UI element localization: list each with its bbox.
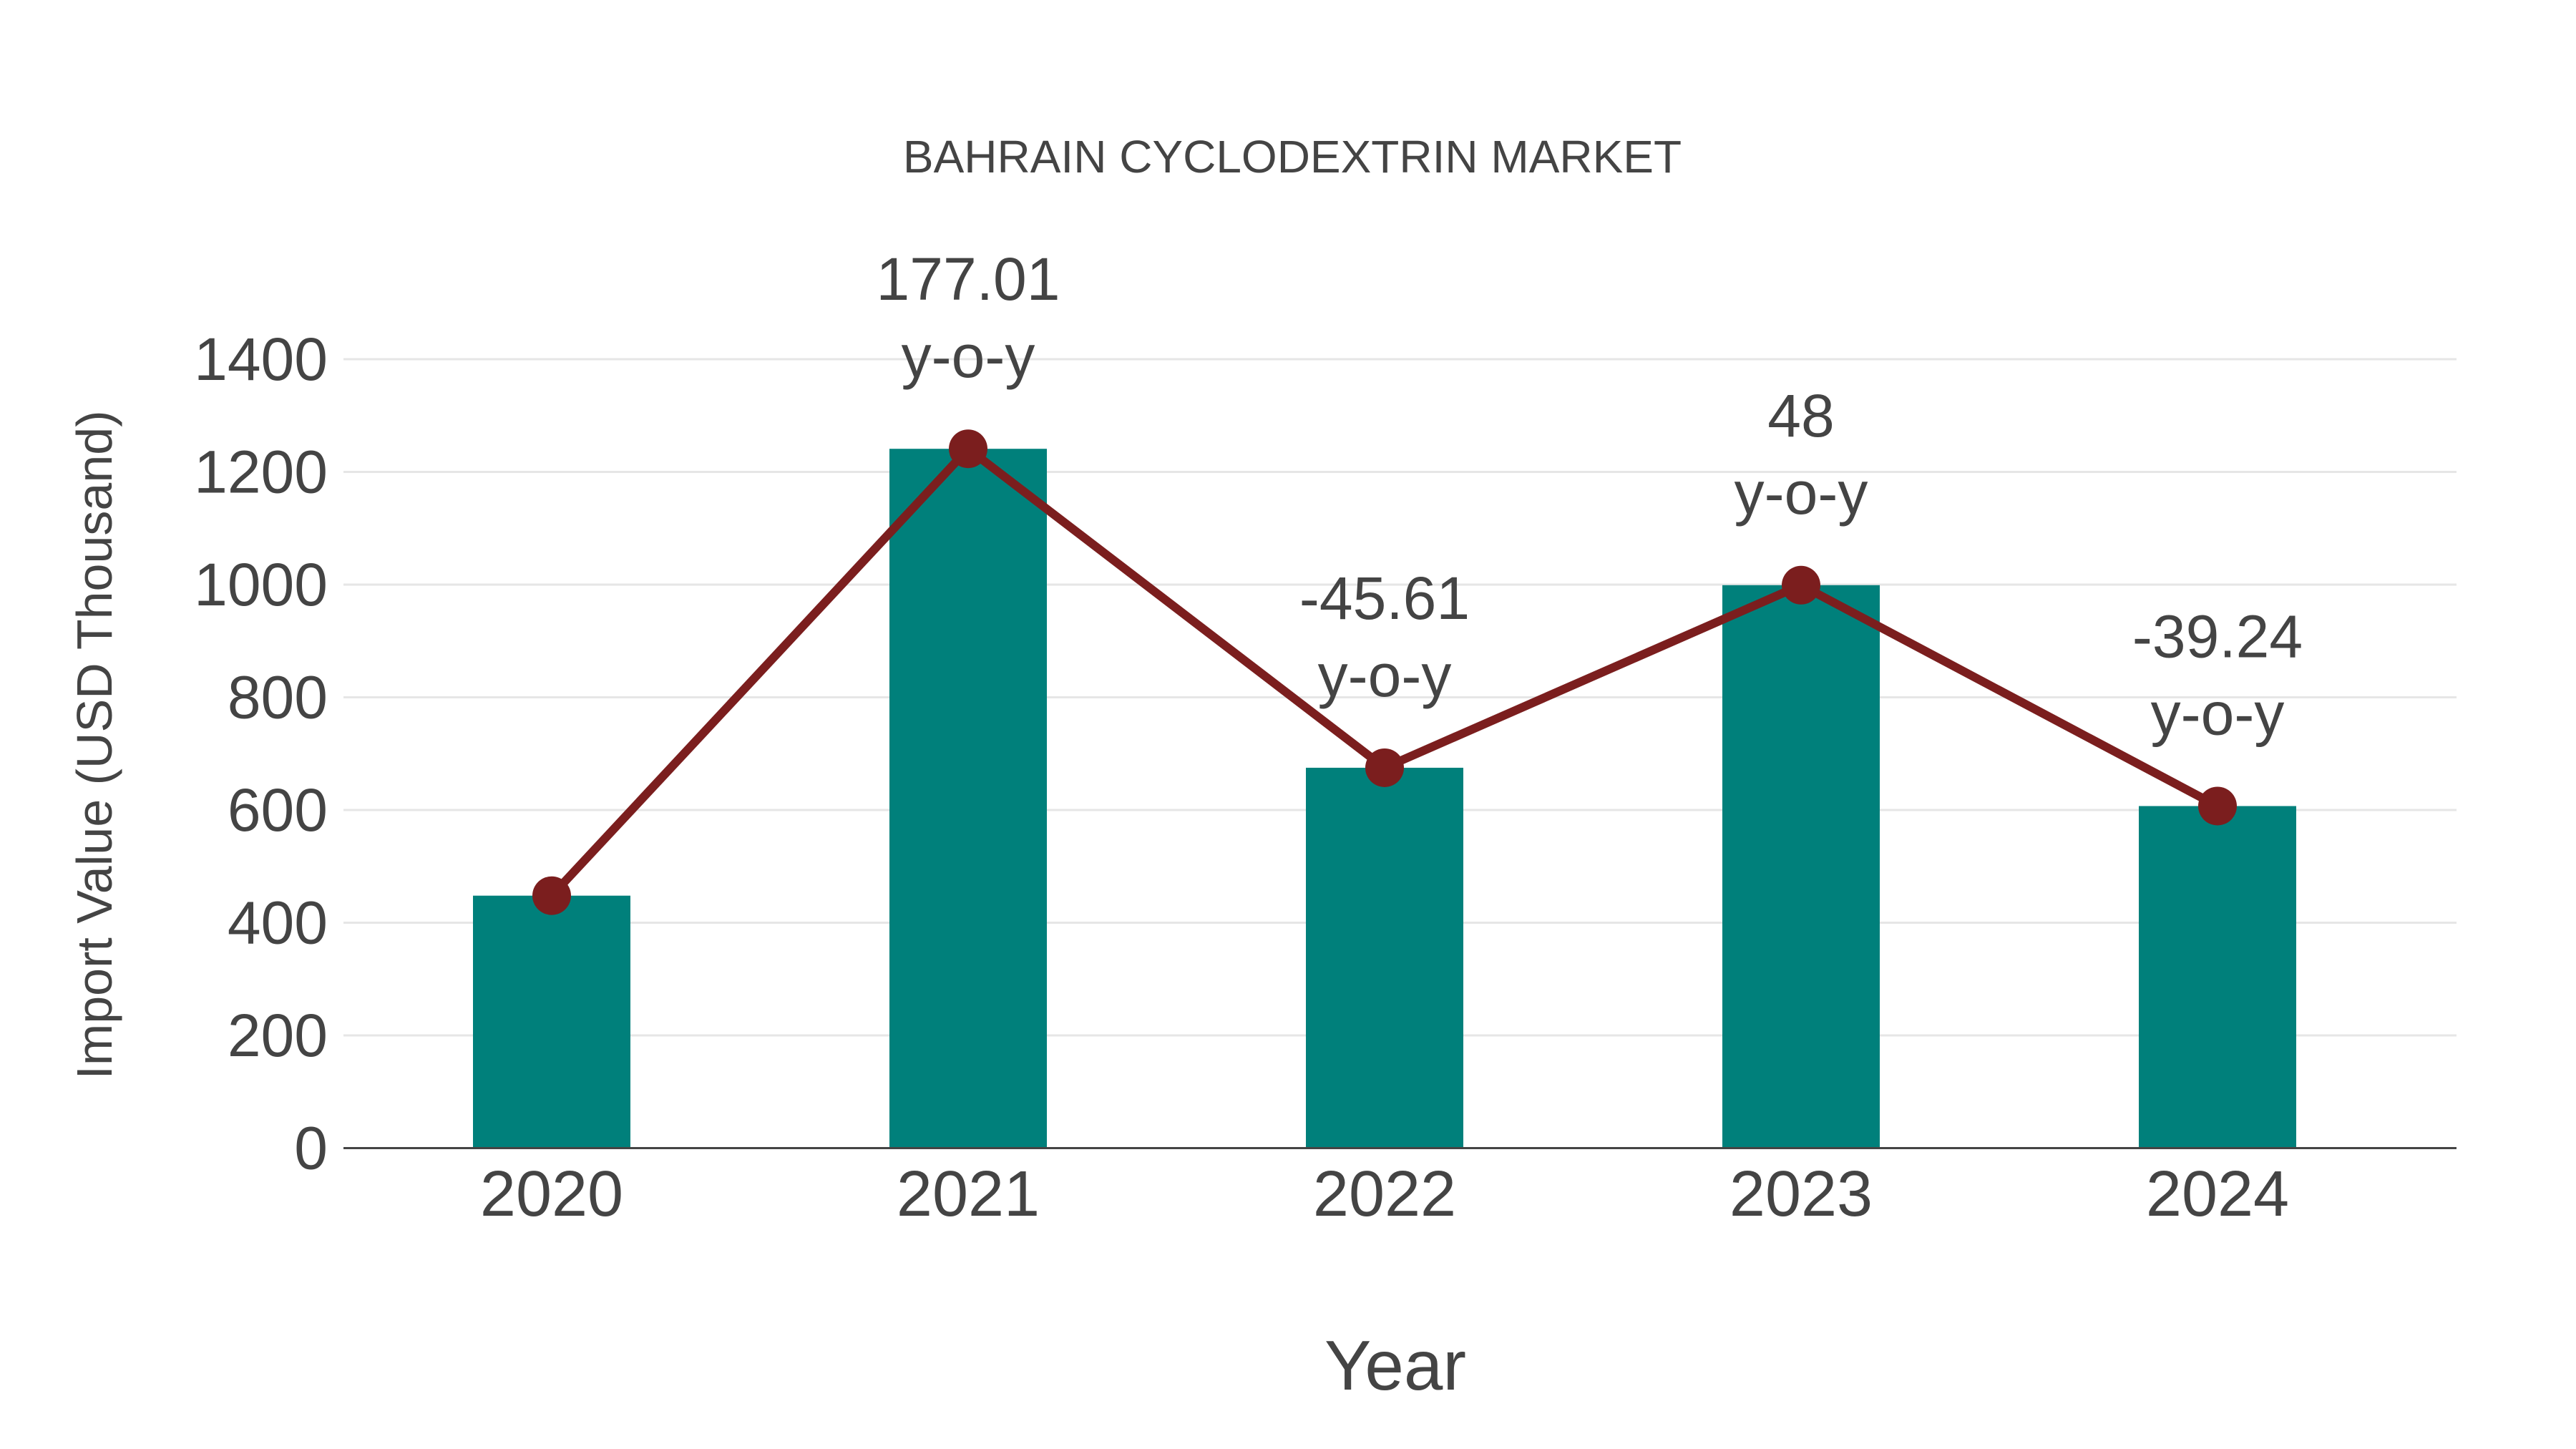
bar-2023 — [1722, 585, 1880, 1148]
x-tick-label: 2023 — [1729, 1158, 1873, 1230]
yoy-annotation: 177.01 y-o-y — [877, 245, 1060, 390]
y-tick-label: 1000 — [194, 551, 328, 618]
bars — [473, 449, 2296, 1148]
x-tick-label: 2024 — [2146, 1158, 2289, 1230]
y-tick-label: 800 — [228, 664, 328, 731]
y-axis-title: Import Value (USD Thousand) — [67, 410, 122, 1079]
trend-marker — [532, 876, 571, 915]
yoy-annotation: 48 y-o-y — [1735, 382, 1868, 527]
trend-line — [532, 429, 2237, 915]
bar-2022 — [1306, 767, 1463, 1148]
yoy-suffix: y-o-y — [2151, 680, 2285, 747]
trend-marker — [949, 429, 987, 469]
chart-title: BAHRAIN CYCLODEXTRIN MARKET — [903, 131, 1682, 182]
x-tick-label: 2021 — [897, 1158, 1040, 1230]
y-tick-label: 1400 — [194, 326, 328, 393]
trend-marker — [2198, 786, 2237, 826]
yoy-suffix: y-o-y — [902, 323, 1035, 390]
yoy-annotation: -45.61 y-o-y — [1299, 565, 1470, 709]
y-tick-label: 0 — [294, 1115, 328, 1182]
yoy-suffix: y-o-y — [1735, 459, 1868, 527]
bar-2024 — [2139, 806, 2296, 1148]
yoy-suffix: y-o-y — [1318, 642, 1452, 709]
x-tick-label: 2022 — [1313, 1158, 1456, 1230]
trend-marker — [1365, 748, 1404, 787]
x-tick-label: 2020 — [480, 1158, 623, 1230]
bar-2021 — [889, 449, 1047, 1148]
yoy-value: 177.01 — [877, 245, 1060, 313]
y-tick-label: 200 — [228, 1002, 328, 1069]
trend-marker — [1782, 565, 1820, 605]
x-axis-title: Year — [1324, 1326, 1466, 1405]
bar-2020 — [473, 895, 630, 1148]
yoy-annotation: -39.24 y-o-y — [2132, 602, 2303, 747]
yoy-value: -39.24 — [2132, 602, 2303, 670]
x-axis-ticks: 2020 2021 2022 2023 2024 — [480, 1158, 2289, 1230]
yoy-value: 48 — [1767, 382, 1834, 449]
y-axis-ticks: 0 200 400 600 800 1000 1200 1400 — [194, 326, 328, 1182]
yoy-value: -45.61 — [1299, 565, 1470, 632]
y-tick-label: 600 — [228, 776, 328, 844]
y-tick-label: 1200 — [194, 439, 328, 506]
yoy-annotations: 177.01 y-o-y -45.61 y-o-y 48 y-o-y -39.24 y-o-y — [877, 245, 2303, 747]
y-tick-label: 400 — [228, 889, 328, 957]
